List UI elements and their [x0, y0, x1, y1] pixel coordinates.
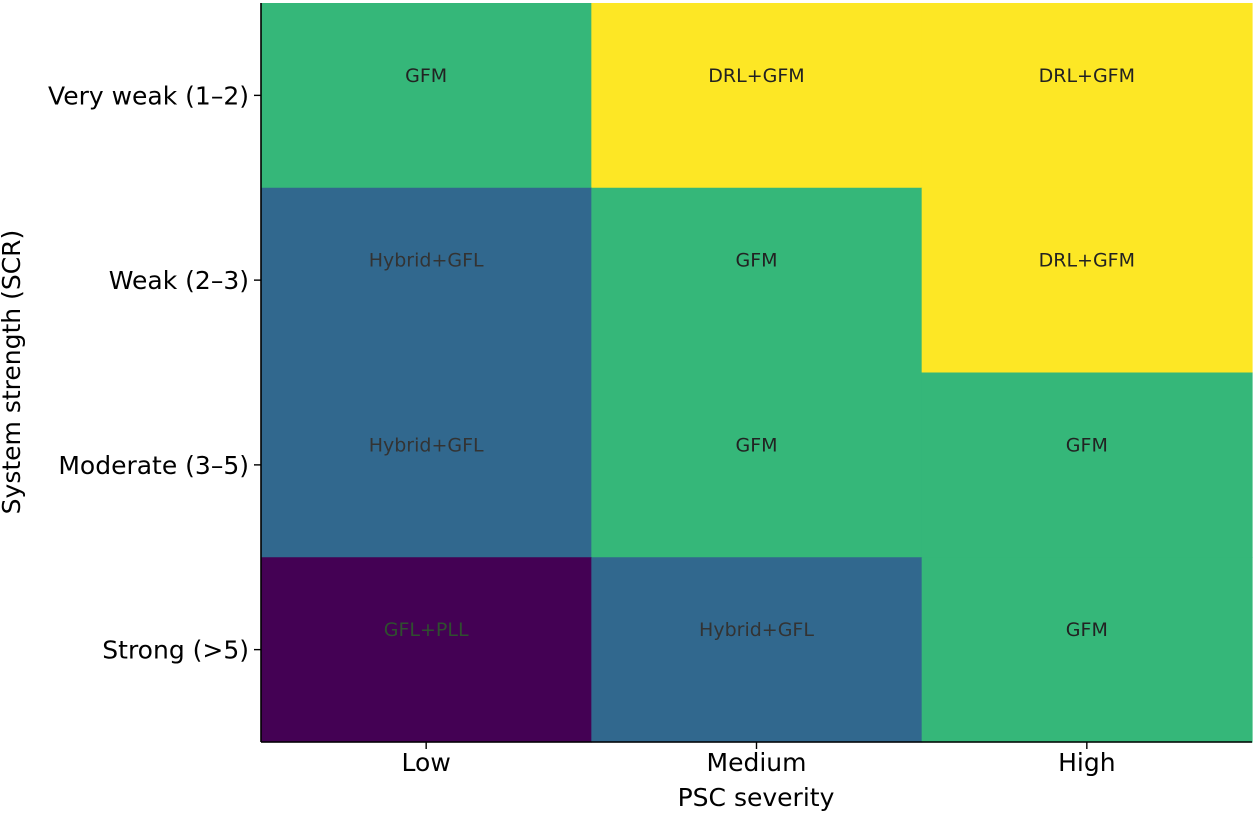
x-axis-title: PSC severity	[678, 783, 835, 812]
x-tick-label: Medium	[707, 748, 807, 777]
y-tick-label: Very weak (1–2)	[48, 81, 249, 110]
cell-label: Hybrid+GFL	[369, 250, 484, 272]
heatmap-cell	[261, 187, 592, 374]
cell-label: GFM	[405, 65, 447, 87]
y-tick-label: Moderate (3–5)	[58, 451, 249, 480]
cell-label: GFM	[735, 434, 777, 456]
heatmap-cell	[921, 557, 1253, 743]
cell-label: GFM	[1066, 434, 1108, 456]
cell-label: Hybrid+GFL	[369, 434, 484, 456]
x-tick-label: Low	[402, 748, 451, 777]
y-tick-label: Weak (2–3)	[109, 266, 249, 295]
heatmap-cell	[591, 372, 923, 558]
heatmap-cell	[261, 3, 592, 189]
cell-label: DRL+GFM	[708, 65, 804, 87]
cell-label: DRL+GFM	[1039, 65, 1135, 87]
cell-label: GFL+PLL	[384, 619, 469, 641]
heatmap-cell	[261, 557, 592, 743]
cells-layer: GFM DRL+GFM DRL+GFM Hybrid+GFL GFM DRL+GFM Hyb…	[261, 3, 1253, 743]
heatmap-cell	[591, 187, 923, 374]
cell-label: DRL+GFM	[1039, 250, 1135, 272]
cell-label: GFM	[1066, 619, 1108, 641]
heatmap-cell	[261, 372, 592, 558]
ticks-layer: Low Medium High Very weak (1–2) Weak (2–3) Mo…	[48, 81, 1116, 777]
cell-label: Hybrid+GFL	[699, 619, 814, 641]
y-axis-title: System strength (SCR)	[0, 230, 26, 515]
heatmap-cell	[591, 3, 923, 189]
heatmap-cell	[921, 372, 1253, 558]
x-tick-label: High	[1058, 748, 1115, 777]
heatmap-cell	[591, 557, 923, 743]
heatmap-cell	[921, 187, 1253, 374]
cell-label: GFM	[735, 250, 777, 272]
y-tick-label: Strong (>5)	[102, 636, 249, 665]
heatmap-cell	[921, 3, 1253, 189]
